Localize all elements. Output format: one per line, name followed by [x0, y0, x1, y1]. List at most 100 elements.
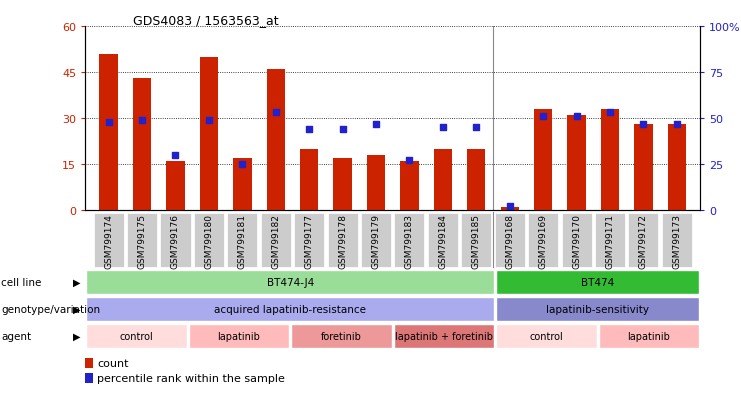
- Text: GSM799179: GSM799179: [371, 213, 381, 268]
- Point: [671, 121, 682, 128]
- Bar: [261, 214, 290, 267]
- Bar: [595, 214, 625, 267]
- Bar: [628, 214, 659, 267]
- Point: [170, 152, 182, 159]
- Point: [103, 119, 115, 126]
- Bar: [496, 324, 597, 348]
- Text: lapatinib: lapatinib: [218, 331, 260, 341]
- Bar: [428, 214, 458, 267]
- Bar: [160, 214, 190, 267]
- Text: GDS4083 / 1563563_at: GDS4083 / 1563563_at: [133, 14, 279, 27]
- Text: GSM799178: GSM799178: [338, 213, 347, 268]
- Text: GSM799175: GSM799175: [138, 213, 147, 268]
- Bar: [599, 324, 700, 348]
- Point: [471, 125, 482, 131]
- Text: GSM799180: GSM799180: [205, 213, 213, 268]
- Bar: [267, 70, 285, 211]
- Bar: [394, 214, 425, 267]
- Bar: [85, 373, 93, 383]
- Text: BT474-J4: BT474-J4: [267, 277, 314, 287]
- Bar: [127, 214, 157, 267]
- Text: GSM799181: GSM799181: [238, 213, 247, 268]
- Bar: [86, 297, 494, 321]
- Bar: [189, 324, 289, 348]
- Point: [203, 117, 215, 124]
- Bar: [467, 150, 485, 211]
- Text: GSM799171: GSM799171: [605, 213, 614, 268]
- Text: GSM799169: GSM799169: [539, 213, 548, 268]
- Bar: [495, 214, 525, 267]
- Bar: [85, 358, 93, 368]
- Bar: [361, 214, 391, 267]
- Point: [236, 161, 248, 168]
- Bar: [294, 214, 325, 267]
- Text: foretinib: foretinib: [321, 331, 362, 341]
- Point: [571, 114, 582, 120]
- Text: GSM799168: GSM799168: [505, 213, 514, 268]
- Point: [370, 121, 382, 128]
- Point: [437, 125, 449, 131]
- Text: GSM799176: GSM799176: [171, 213, 180, 268]
- Bar: [93, 214, 124, 267]
- Bar: [433, 150, 452, 211]
- Point: [404, 158, 416, 164]
- Point: [303, 126, 315, 133]
- Bar: [133, 79, 151, 211]
- Bar: [534, 109, 552, 211]
- Bar: [291, 324, 392, 348]
- Text: lapatinib-sensitivity: lapatinib-sensitivity: [546, 304, 649, 314]
- Point: [537, 114, 549, 120]
- Text: lapatinib: lapatinib: [628, 331, 671, 341]
- Text: genotype/variation: genotype/variation: [1, 304, 101, 314]
- Bar: [662, 214, 692, 267]
- Text: GSM799182: GSM799182: [271, 213, 280, 268]
- Bar: [400, 161, 419, 211]
- Bar: [233, 159, 251, 211]
- Bar: [601, 109, 619, 211]
- Bar: [367, 156, 385, 211]
- Text: GSM799183: GSM799183: [405, 213, 414, 268]
- Bar: [496, 297, 700, 321]
- Point: [504, 204, 516, 210]
- Point: [136, 117, 148, 124]
- Point: [270, 110, 282, 116]
- Text: ▶: ▶: [73, 304, 80, 314]
- Text: ▶: ▶: [73, 277, 80, 287]
- Bar: [634, 125, 653, 211]
- Bar: [668, 125, 686, 211]
- Bar: [568, 116, 586, 211]
- Text: control: control: [119, 331, 153, 341]
- Text: GSM799172: GSM799172: [639, 213, 648, 268]
- Text: GSM799184: GSM799184: [439, 213, 448, 268]
- Point: [604, 110, 616, 116]
- Bar: [194, 214, 224, 267]
- Text: GSM799185: GSM799185: [472, 213, 481, 268]
- Bar: [496, 271, 700, 294]
- Bar: [99, 55, 118, 211]
- Bar: [86, 271, 494, 294]
- Point: [336, 126, 348, 133]
- Text: BT474: BT474: [581, 277, 614, 287]
- Point: [637, 121, 649, 128]
- Bar: [328, 214, 358, 267]
- Text: percentile rank within the sample: percentile rank within the sample: [97, 373, 285, 383]
- Bar: [333, 159, 352, 211]
- Text: GSM799174: GSM799174: [104, 213, 113, 268]
- Text: acquired lapatinib-resistance: acquired lapatinib-resistance: [214, 304, 366, 314]
- Text: GSM799173: GSM799173: [672, 213, 681, 268]
- Bar: [300, 150, 319, 211]
- Text: GSM799177: GSM799177: [305, 213, 313, 268]
- Text: ▶: ▶: [73, 331, 80, 341]
- Bar: [227, 214, 257, 267]
- Text: count: count: [97, 358, 129, 368]
- Bar: [166, 161, 185, 211]
- Bar: [528, 214, 558, 267]
- Bar: [461, 214, 491, 267]
- Text: agent: agent: [1, 331, 32, 341]
- Bar: [86, 324, 187, 348]
- Bar: [500, 208, 519, 211]
- Text: control: control: [530, 331, 563, 341]
- Text: cell line: cell line: [1, 277, 41, 287]
- Bar: [199, 57, 218, 211]
- Text: GSM799170: GSM799170: [572, 213, 581, 268]
